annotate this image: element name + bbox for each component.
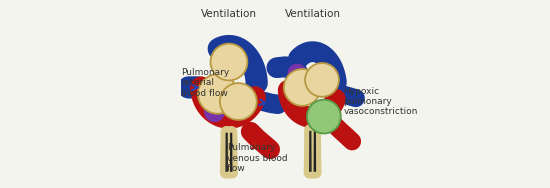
Text: Pulmonary
venous blood
flow: Pulmonary venous blood flow [227,143,288,173]
Circle shape [307,100,341,133]
Text: Ventilation: Ventilation [201,9,257,19]
Text: Ventilation: Ventilation [284,9,340,19]
Text: Hypoxic
pulmonary
vasoconstriction: Hypoxic pulmonary vasoconstriction [344,87,418,116]
Circle shape [220,83,257,120]
Circle shape [198,74,238,114]
Text: Pulmonary
arterial
blood flow: Pulmonary arterial blood flow [182,68,230,98]
Circle shape [211,44,248,80]
Circle shape [305,63,339,97]
Circle shape [284,69,321,106]
